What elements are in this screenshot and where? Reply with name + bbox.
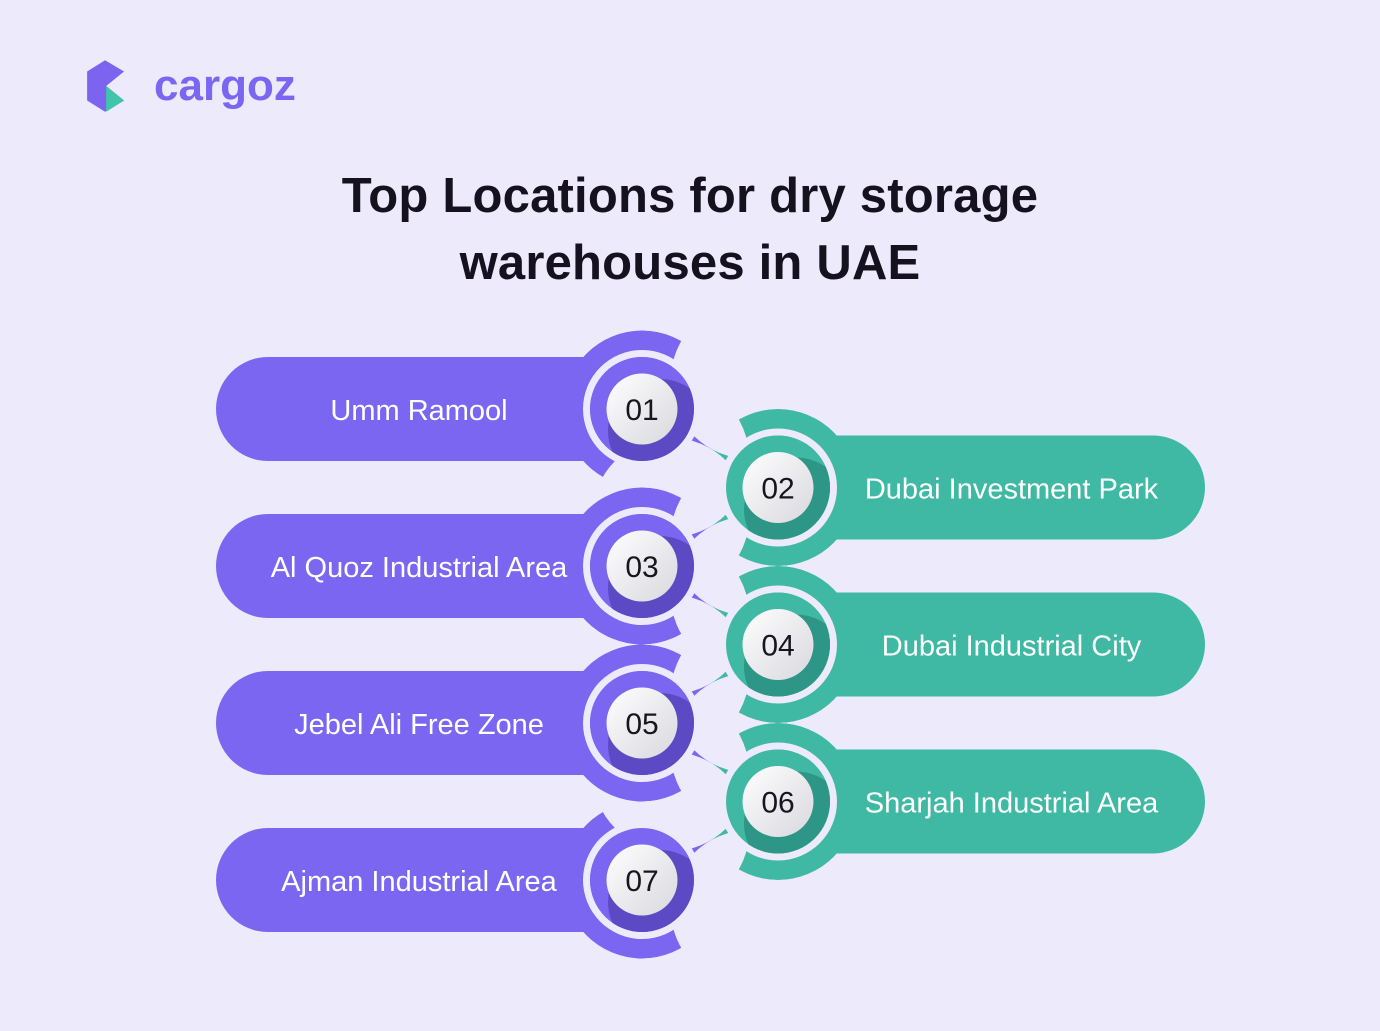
svg-text:Sharjah Industrial Area: Sharjah Industrial Area bbox=[865, 788, 1159, 820]
svg-text:Al Quoz Industrial Area: Al Quoz Industrial Area bbox=[271, 552, 568, 584]
svg-text:Jebel Ali Free Zone: Jebel Ali Free Zone bbox=[294, 709, 544, 741]
svg-text:02: 02 bbox=[761, 473, 794, 506]
svg-text:03: 03 bbox=[625, 551, 658, 584]
svg-text:05: 05 bbox=[625, 708, 658, 741]
svg-text:Dubai Investment Park: Dubai Investment Park bbox=[865, 474, 1159, 506]
svg-text:Ajman Industrial Area: Ajman Industrial Area bbox=[281, 866, 558, 898]
svg-text:07: 07 bbox=[625, 865, 658, 898]
svg-text:Dubai Industrial City: Dubai Industrial City bbox=[882, 631, 1142, 663]
svg-text:04: 04 bbox=[761, 630, 794, 663]
svg-text:Umm Ramool: Umm Ramool bbox=[330, 395, 507, 427]
svg-text:06: 06 bbox=[761, 787, 794, 820]
svg-text:01: 01 bbox=[625, 394, 658, 427]
